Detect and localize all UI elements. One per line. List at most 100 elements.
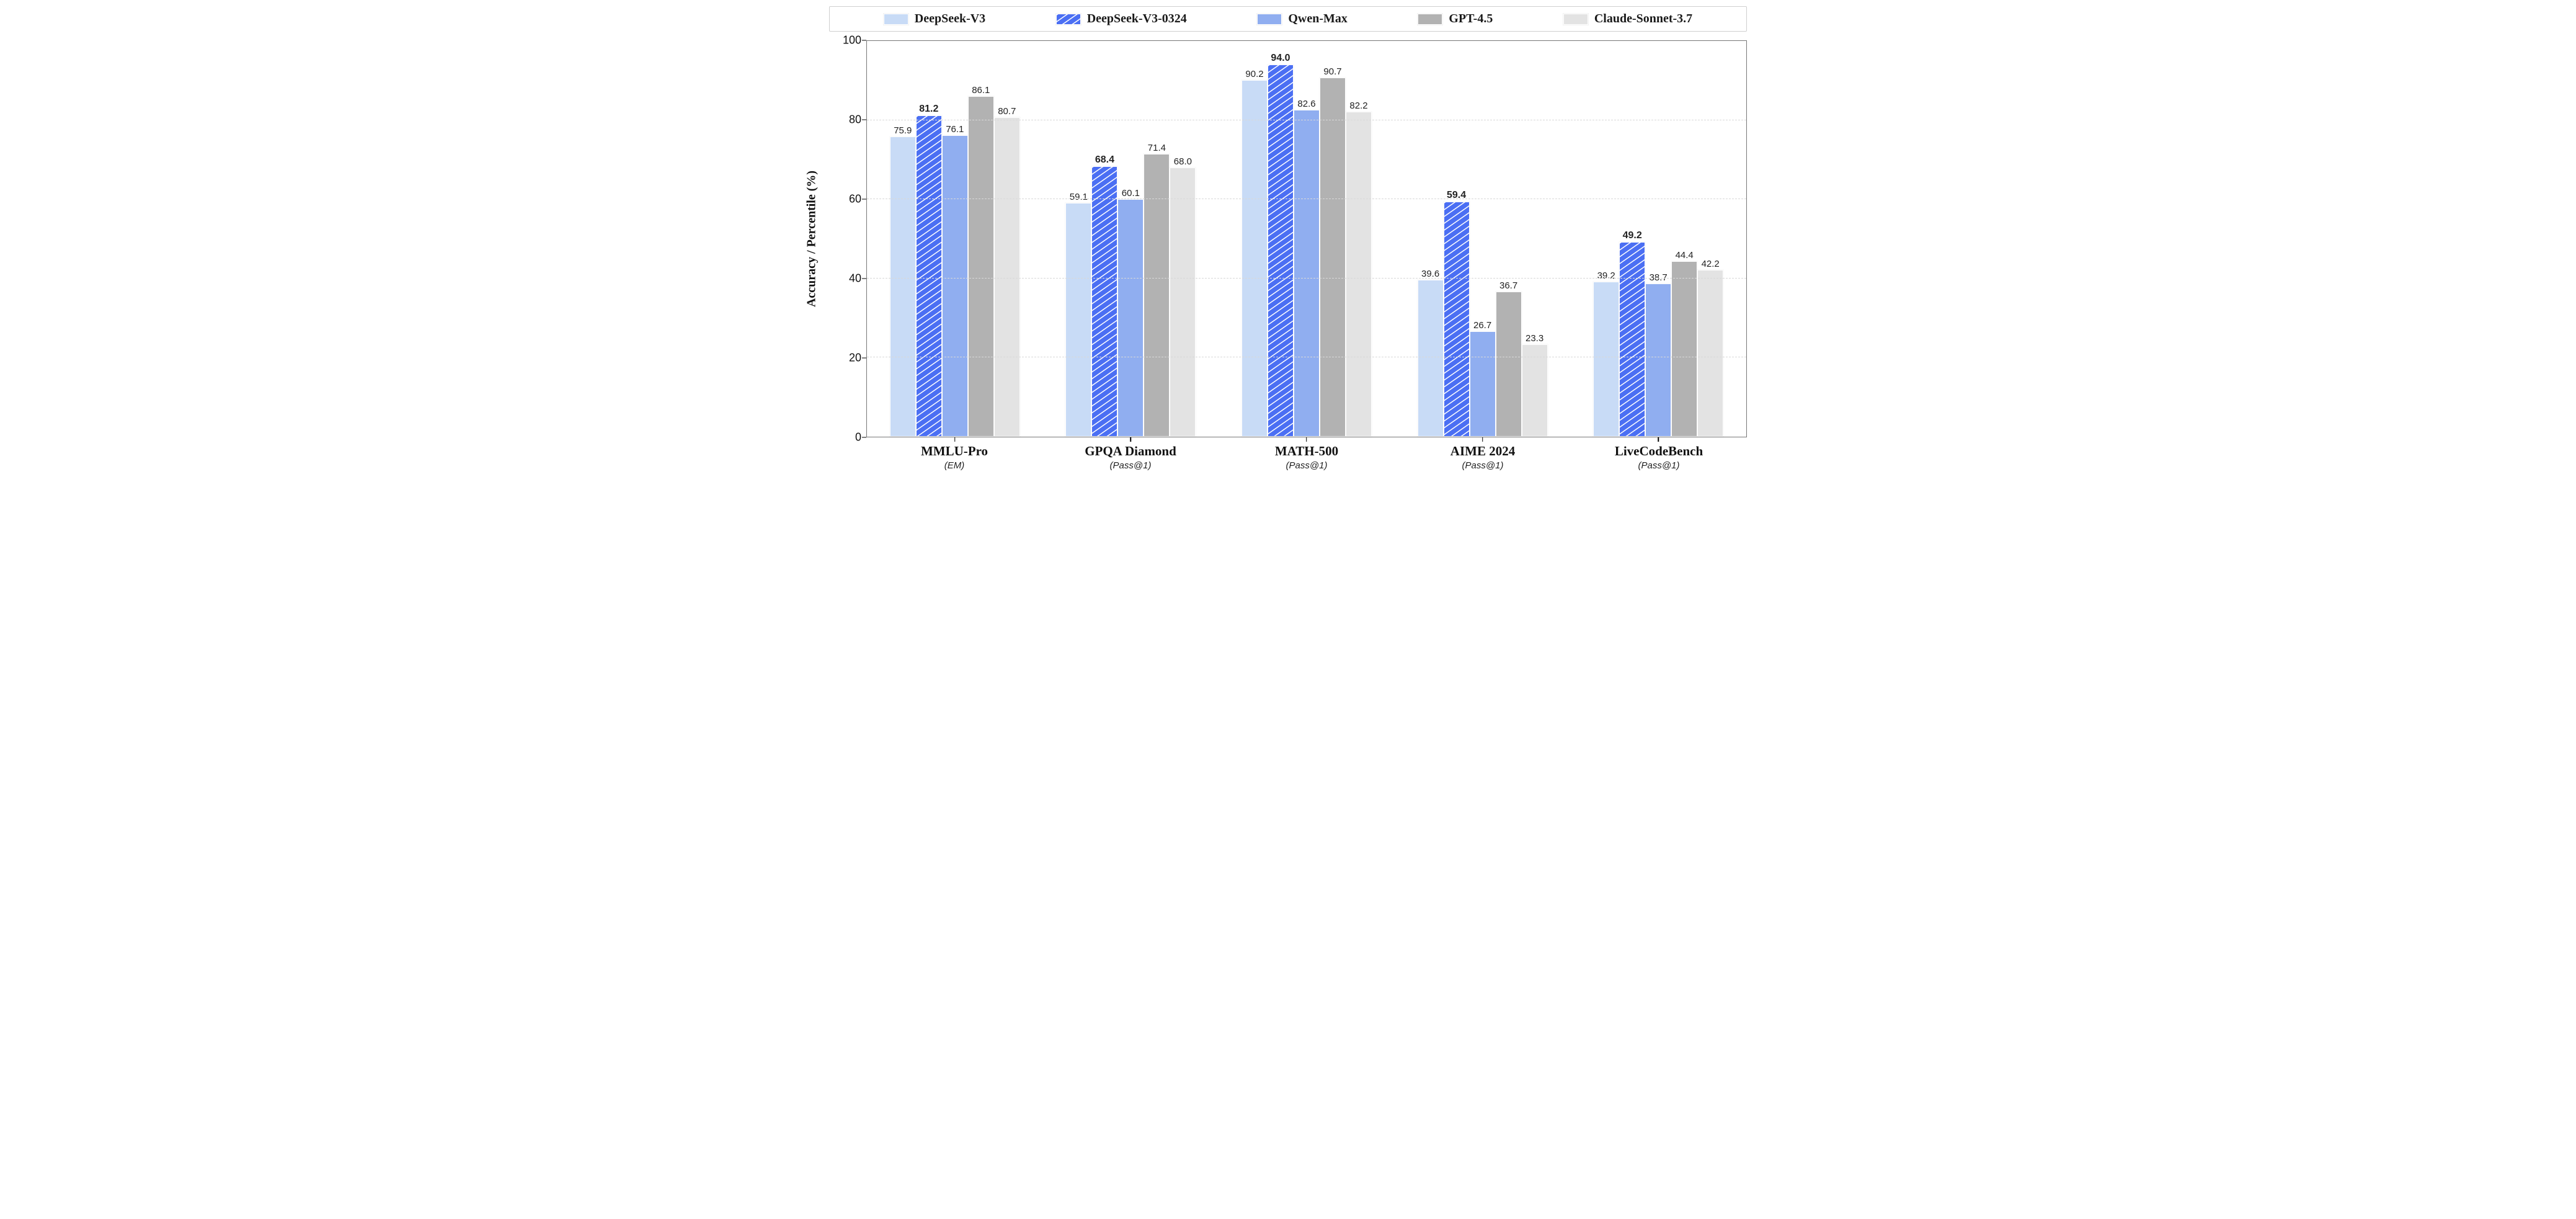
legend-swatch xyxy=(1056,14,1081,25)
bar-value-label: 39.6 xyxy=(1421,269,1439,280)
category-metric: (Pass@1) xyxy=(1219,460,1395,471)
bar-value-label: 71.4 xyxy=(1148,143,1166,154)
x-tick xyxy=(954,437,956,442)
bar: 86.1 xyxy=(968,96,994,437)
x-axis-label: AIME 2024(Pass@1) xyxy=(1395,437,1571,471)
x-tick xyxy=(1482,437,1483,442)
legend-label: Qwen-Max xyxy=(1288,12,1348,26)
bar-slot: 75.9 xyxy=(890,41,916,437)
bar-slot: 59.4 xyxy=(1444,41,1470,437)
bar-slot: 42.2 xyxy=(1697,41,1723,437)
x-axis-label: MMLU-Pro(EM) xyxy=(866,437,1042,471)
bar-value-label: 86.1 xyxy=(972,85,990,97)
bar-value-label: 94.0 xyxy=(1271,53,1290,65)
bar-slot: 94.0 xyxy=(1268,41,1294,437)
category-name: AIME 2024 xyxy=(1395,444,1571,459)
x-axis-label: LiveCodeBench(Pass@1) xyxy=(1571,437,1747,471)
bar-value-label: 80.7 xyxy=(998,106,1016,118)
x-tick xyxy=(1130,437,1132,442)
category-metric: (Pass@1) xyxy=(1395,460,1571,471)
bar-slot: 90.7 xyxy=(1320,41,1346,437)
bar-slot: 39.6 xyxy=(1418,41,1444,437)
legend-item: DeepSeek-V3-0324 xyxy=(1056,12,1187,26)
bar-group: 39.6 59.426.736.723.3 xyxy=(1395,41,1571,437)
legend-label: DeepSeek-V3 xyxy=(915,12,985,26)
bar-value-label: 36.7 xyxy=(1499,280,1517,292)
bar: 59.1 xyxy=(1065,203,1091,437)
bar-value-label: 39.2 xyxy=(1597,270,1615,282)
bar: 68.0 xyxy=(1170,167,1196,437)
bar-value-label: 49.2 xyxy=(1623,230,1642,243)
y-tick-label: 60 xyxy=(849,193,861,206)
bar-value-label: 81.2 xyxy=(919,104,938,116)
bar-value-label: 68.4 xyxy=(1095,154,1114,167)
x-tick xyxy=(1306,437,1307,442)
bar-slot: 26.7 xyxy=(1470,41,1496,437)
bar: 59.4 xyxy=(1444,202,1470,437)
bar: 94.0 xyxy=(1268,65,1294,437)
bar: 82.6 xyxy=(1294,110,1320,437)
category-name: MMLU-Pro xyxy=(866,444,1042,459)
y-axis-ticks: 020406080100 xyxy=(829,40,866,437)
legend-label: GPT-4.5 xyxy=(1449,12,1493,26)
x-axis-label: GPQA Diamond(Pass@1) xyxy=(1042,437,1219,471)
bar-slot: 80.7 xyxy=(994,41,1020,437)
bar-slot: 36.7 xyxy=(1496,41,1522,437)
bar-value-label: 26.7 xyxy=(1473,320,1491,332)
x-axis-label: MATH-500(Pass@1) xyxy=(1219,437,1395,471)
legend-item: GPT-4.5 xyxy=(1418,12,1493,26)
y-axis-label: Accuracy / Percentile (%) xyxy=(805,171,819,307)
legend: DeepSeek-V3 DeepSeek-V3-0324 Qwen-Max GPT-… xyxy=(829,6,1747,32)
bar: 82.2 xyxy=(1346,112,1372,437)
bar-slot: 39.2 xyxy=(1593,41,1619,437)
bar-value-label: 59.1 xyxy=(1070,192,1088,203)
y-tick-label: 0 xyxy=(855,431,861,444)
bar-value-label: 60.1 xyxy=(1122,188,1140,200)
chart-container: DeepSeek-V3 DeepSeek-V3-0324 Qwen-Max GPT-… xyxy=(817,0,1759,483)
plot-area: Accuracy / Percentile (%) 020406080100 7… xyxy=(829,40,1747,437)
bar-value-label: 82.2 xyxy=(1349,100,1367,112)
x-tick xyxy=(1658,437,1659,442)
bar-group: 39.2 49.238.744.442.2 xyxy=(1570,41,1746,437)
bar-slot: 86.1 xyxy=(968,41,994,437)
legend-item: DeepSeek-V3 xyxy=(884,12,985,26)
bar: 39.6 xyxy=(1418,280,1444,437)
bar: 76.1 xyxy=(942,135,968,437)
bar-value-label: 90.2 xyxy=(1245,69,1263,81)
bar-value-label: 23.3 xyxy=(1526,333,1543,345)
legend-label: Claude-Sonnet-3.7 xyxy=(1594,12,1692,26)
bar-slot: 38.7 xyxy=(1645,41,1671,437)
category-metric: (EM) xyxy=(866,460,1042,471)
bar-slot: 76.1 xyxy=(942,41,968,437)
y-tick-label: 80 xyxy=(849,114,861,127)
legend-swatch xyxy=(884,14,908,25)
bar-value-label: 82.6 xyxy=(1297,99,1315,110)
bar-value-label: 59.4 xyxy=(1447,190,1466,202)
bar: 90.7 xyxy=(1320,78,1346,437)
category-metric: (Pass@1) xyxy=(1571,460,1747,471)
bar: 23.3 xyxy=(1522,344,1548,437)
category-name: MATH-500 xyxy=(1219,444,1395,459)
bar: 36.7 xyxy=(1496,292,1522,437)
legend-swatch xyxy=(1257,14,1282,25)
bar-group: 75.9 81.276.186.180.7 xyxy=(867,41,1043,437)
bar: 44.4 xyxy=(1671,261,1697,437)
bar-value-label: 90.7 xyxy=(1323,66,1341,78)
category-name: LiveCodeBench xyxy=(1571,444,1747,459)
bar-groups: 75.9 81.276.186.180.759.1 68.460.171.468… xyxy=(867,41,1746,437)
y-tick-label: 40 xyxy=(849,272,861,285)
category-name: GPQA Diamond xyxy=(1042,444,1219,459)
bar: 26.7 xyxy=(1470,331,1496,437)
bar: 49.2 xyxy=(1619,242,1645,437)
legend-item: Qwen-Max xyxy=(1257,12,1348,26)
bar-value-label: 44.4 xyxy=(1676,250,1694,262)
bar-slot: 90.2 xyxy=(1241,41,1268,437)
bar: 60.1 xyxy=(1117,199,1144,437)
bar: 90.2 xyxy=(1241,80,1268,437)
bar: 81.2 xyxy=(916,115,942,437)
bar-slot: 59.1 xyxy=(1065,41,1091,437)
bar-group: 90.2 94.082.690.782.2 xyxy=(1219,41,1395,437)
bar: 71.4 xyxy=(1144,154,1170,437)
bar: 42.2 xyxy=(1697,270,1723,437)
grid-line xyxy=(867,278,1746,279)
